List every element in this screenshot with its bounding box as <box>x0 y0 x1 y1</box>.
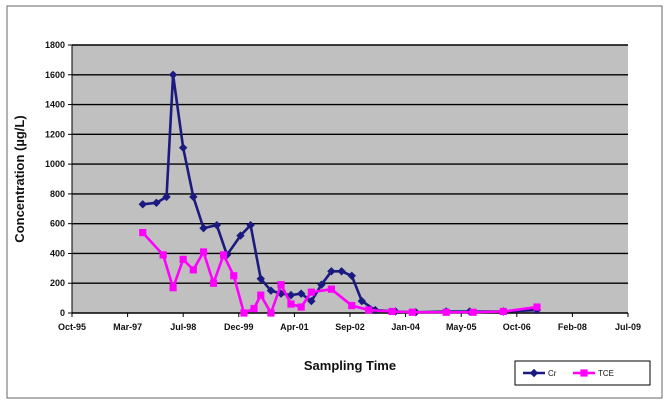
y-axis-title: Concentration (µg/L) <box>12 115 27 242</box>
data-point-tce <box>348 301 356 310</box>
y-tick-label: 1600 <box>45 70 65 80</box>
x-tick-label: Mar-97 <box>113 322 142 332</box>
data-point-tce <box>388 307 396 316</box>
series-layer <box>138 70 542 317</box>
data-point-tce <box>499 307 507 316</box>
data-point-cr <box>327 267 336 276</box>
legend-label-cr: Cr <box>548 369 557 378</box>
axes: 0 200 400 600 800 1000 1200 1400 1600 1800 Oct-95 M… <box>45 40 641 332</box>
y-tick-label: 1800 <box>45 40 65 50</box>
data-point-tce <box>199 248 208 256</box>
data-point-tce <box>159 251 167 259</box>
data-point-cr <box>162 192 171 202</box>
data-point-cr <box>337 267 346 276</box>
data-point-tce <box>277 281 285 289</box>
data-point-cr <box>178 143 188 152</box>
data-point-tce <box>327 285 336 293</box>
y-tick-label: 600 <box>50 219 65 229</box>
data-point-cr <box>246 220 255 230</box>
data-point-cr <box>266 286 276 295</box>
data-point-tce <box>240 309 248 317</box>
data-point-tce <box>307 288 315 296</box>
x-tick-label: Oct-06 <box>503 322 531 332</box>
data-point-tce <box>169 284 177 292</box>
y-tick-label: 400 <box>50 248 65 258</box>
data-point-tce <box>230 272 238 280</box>
y-tick-label: 0 <box>60 308 65 318</box>
x-tick-label: Jul-09 <box>615 322 641 332</box>
data-point-tce <box>189 266 197 274</box>
data-point-cr <box>347 271 356 280</box>
legend: Cr TCE <box>514 360 651 386</box>
legend-label-tce: TCE <box>598 369 614 378</box>
data-point-tce <box>365 306 373 314</box>
x-tick-label: Jul-98 <box>170 322 196 332</box>
data-point-tce <box>287 300 295 308</box>
data-point-tce <box>297 303 305 311</box>
plot-area <box>72 45 628 313</box>
data-point-tce <box>219 251 228 259</box>
data-point-cr <box>199 223 208 233</box>
legend-marker-tce <box>580 369 588 377</box>
x-tick-label: Sep-02 <box>335 322 365 332</box>
x-tick-label: Oct-95 <box>58 322 86 332</box>
x-tick-label: Feb-08 <box>558 322 587 332</box>
data-point-cr <box>317 280 326 289</box>
x-axis-title: Sampling Time <box>304 358 396 373</box>
data-point-cr <box>212 220 222 230</box>
x-tick-label: Dec-99 <box>224 322 254 332</box>
x-tick-label: Apr-01 <box>280 322 309 332</box>
data-point-tce <box>257 291 265 299</box>
data-point-cr <box>189 192 198 202</box>
data-point-tce <box>139 229 147 237</box>
data-point-cr <box>138 200 147 209</box>
data-point-cr <box>357 296 367 306</box>
data-point-cr <box>296 289 306 298</box>
y-tick-label: 200 <box>50 278 65 288</box>
data-point-tce <box>250 304 258 313</box>
data-point-tce <box>267 309 275 317</box>
y-tick-label: 1000 <box>45 159 65 169</box>
y-tick-label: 1400 <box>45 100 65 110</box>
data-point-cr <box>307 296 316 306</box>
data-point-cr <box>236 231 245 240</box>
y-tick-label: 800 <box>50 189 65 199</box>
series-tce <box>139 229 541 317</box>
data-point-cr <box>168 70 178 79</box>
data-point-tce <box>533 303 541 311</box>
legend-marker-cr <box>529 368 539 378</box>
data-point-tce <box>469 308 477 316</box>
x-tick-label: Jan-04 <box>391 322 420 332</box>
data-point-cr <box>256 274 265 283</box>
y-tick-label: 1200 <box>45 129 65 139</box>
data-point-cr <box>152 198 161 208</box>
data-point-tce <box>408 308 416 316</box>
data-point-tce <box>179 255 187 263</box>
data-point-tce <box>209 279 218 287</box>
x-tick-label: May-05 <box>446 322 477 332</box>
data-point-tce <box>442 308 450 316</box>
